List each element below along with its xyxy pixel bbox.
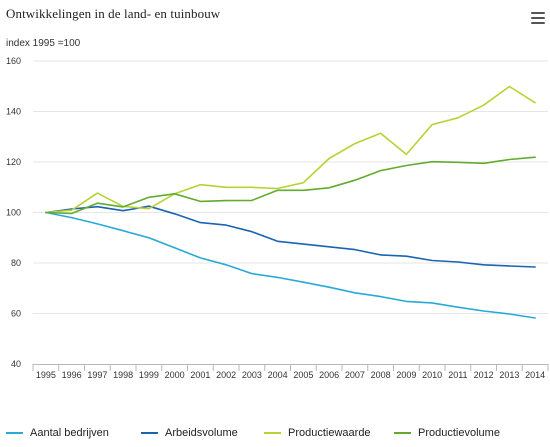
y-tick-label: 100 [6, 208, 21, 218]
x-tick-label: 2012 [474, 370, 494, 380]
x-tick-label: 2001 [190, 370, 210, 380]
legend-swatch [6, 432, 23, 434]
x-tick-label: 2007 [345, 370, 365, 380]
chart-title: Ontwikkelingen in de land- en tuinbouw [6, 6, 221, 21]
x-tick-label: 2014 [525, 370, 545, 380]
x-tick-label: 2000 [165, 370, 185, 380]
legend-item[interactable]: Productievolume [394, 424, 500, 442]
x-tick-label: 2002 [216, 370, 236, 380]
x-tick-label: 2008 [371, 370, 391, 380]
y-tick-label: 40 [11, 359, 21, 369]
y-tick-label: 120 [6, 157, 21, 167]
x-tick-label: 2010 [422, 370, 442, 380]
x-tick-label: 2013 [499, 370, 519, 380]
legend-label: Productiewaarde [288, 427, 371, 439]
series-line-arbeidsvolume [45, 205, 536, 268]
legend-swatch [141, 432, 158, 434]
legend-swatch [264, 432, 281, 434]
legend-item[interactable]: Arbeidsvolume [141, 424, 238, 442]
series-line-productievolume [45, 156, 536, 215]
x-tick-label: 1996 [62, 370, 82, 380]
legend-label: Aantal bedrijven [30, 427, 109, 439]
chart-legend: Aantal bedrijven Arbeidsvolume Productiewa… [0, 424, 550, 442]
series-line-aantal-bedrijven [45, 211, 536, 319]
chart-subtitle: index 1995 =100 [6, 38, 81, 49]
legend-item[interactable]: Productiewaarde [264, 424, 371, 442]
x-tick-label: 1998 [113, 370, 133, 380]
x-tick-label: 1995 [36, 370, 56, 380]
legend-label: Arbeidsvolume [165, 427, 238, 439]
series-line-productiewaarde [45, 85, 536, 214]
y-tick-label: 80 [11, 258, 21, 268]
x-tick-label: 2009 [396, 370, 416, 380]
x-tick-label: 1997 [87, 370, 107, 380]
legend-swatch [394, 432, 411, 434]
y-tick-label: 140 [6, 107, 21, 117]
x-tick-label: 2011 [448, 370, 467, 380]
x-tick-label: 2005 [293, 370, 313, 380]
y-tick-label: 60 [11, 309, 21, 319]
legend-item[interactable]: Aantal bedrijven [6, 424, 109, 442]
x-tick-label: 1999 [139, 370, 159, 380]
x-tick-label: 2006 [319, 370, 339, 380]
y-tick-label: 160 [6, 56, 21, 66]
legend-label: Productievolume [418, 427, 500, 439]
hamburger-menu-icon[interactable] [531, 12, 545, 24]
line-chart: 40 60 80 100 120 140 160 1995 1996 1997 1998 1999 20… [6, 56, 549, 380]
x-tick-label: 2003 [242, 370, 262, 380]
x-tick-label: 2004 [268, 370, 288, 380]
